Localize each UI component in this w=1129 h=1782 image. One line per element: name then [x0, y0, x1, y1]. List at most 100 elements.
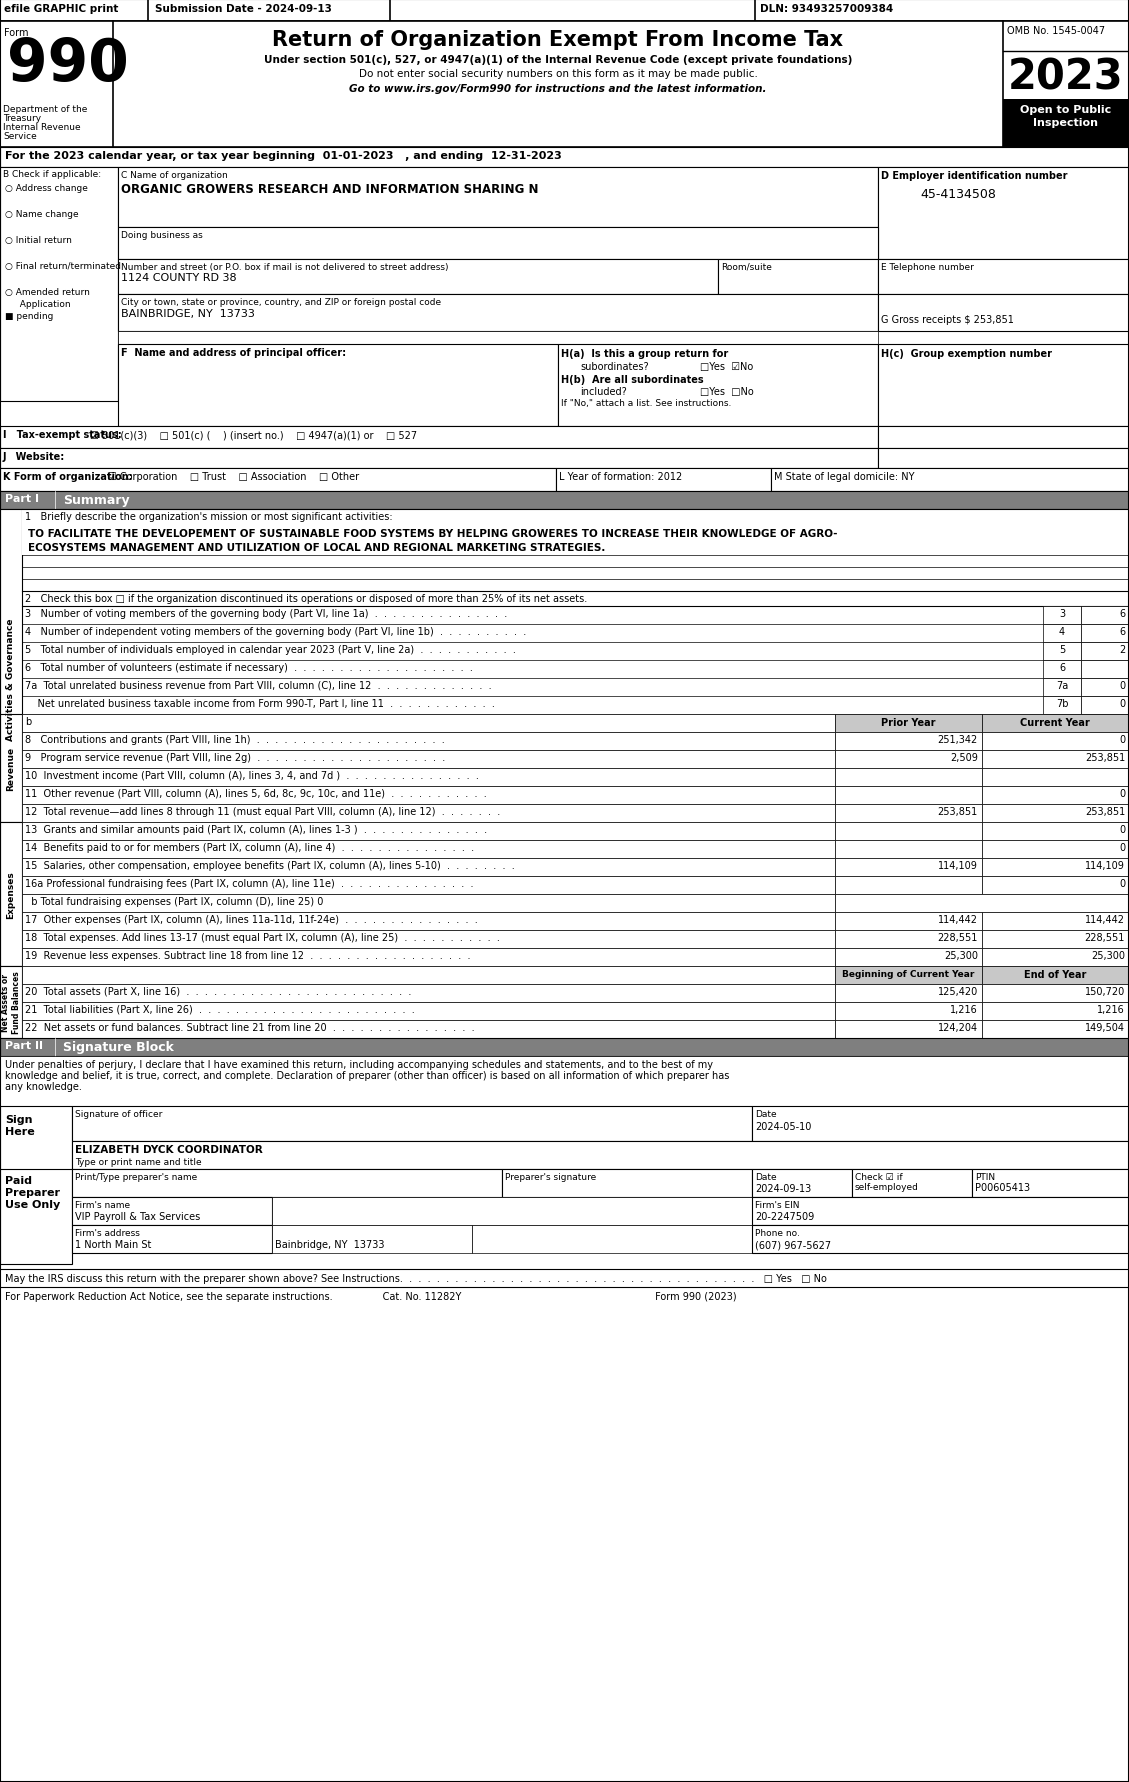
Bar [21, 930, 835, 948]
Text: Firm's name: Firm's name [75, 1201, 130, 1210]
Bar [21, 732, 835, 750]
Bar [21, 912, 835, 930]
Text: Use Only: Use Only [5, 1199, 60, 1210]
Bar [0, 715, 21, 823]
Bar [982, 984, 1129, 1003]
Text: 21  Total liabilities (Part X, line 26)  .  .  .  .  .  .  .  .  .  .  .  .  .  : 21 Total liabilities (Part X, line 26) .… [25, 1005, 414, 1014]
Text: Part II: Part II [5, 1041, 43, 1050]
Text: Part I: Part I [5, 494, 40, 504]
Bar [119, 260, 718, 294]
Bar [21, 527, 1129, 542]
Bar [835, 841, 982, 859]
Text: Signature of officer: Signature of officer [75, 1110, 163, 1119]
Text: 3: 3 [1059, 609, 1065, 618]
Text: 25,300: 25,300 [944, 950, 978, 960]
Text: 10  Investment income (Part VIII, column (A), lines 3, 4, and 7d )  .  .  .  .  : 10 Investment income (Part VIII, column … [25, 770, 479, 781]
Text: For Paperwork Reduction Act Notice, see the separate instructions.              : For Paperwork Reduction Act Notice, see … [5, 1292, 736, 1301]
Text: Return of Organization Exempt From Income Tax: Return of Organization Exempt From Incom… [272, 30, 843, 50]
Bar [1080, 661, 1129, 679]
Bar [0, 1057, 1129, 1107]
Text: Department of the: Department of the [3, 105, 87, 114]
Text: Type or print name and title: Type or print name and title [75, 1157, 202, 1167]
Bar [878, 426, 1129, 449]
Text: Open to Public: Open to Public [1021, 105, 1112, 114]
Text: 4: 4 [1059, 627, 1065, 636]
Text: ECOSYSTEMS MANAGEMENT AND UTILIZATION OF LOCAL AND REGIONAL MARKETING STRATEGIES: ECOSYSTEMS MANAGEMENT AND UTILIZATION OF… [28, 544, 605, 552]
Bar [472, 1226, 752, 1253]
Text: 990: 990 [7, 36, 129, 93]
Bar [21, 966, 835, 984]
Bar [72, 1198, 272, 1226]
Text: Doing business as: Doing business as [121, 232, 203, 241]
Bar [835, 948, 982, 966]
Text: 6: 6 [1119, 609, 1124, 618]
Text: Application: Application [14, 299, 71, 308]
Bar [555, 469, 771, 492]
Text: 18  Total expenses. Add lines 13-17 (must equal Part IX, column (A), line 25)  .: 18 Total expenses. Add lines 13-17 (must… [25, 932, 500, 943]
Bar [752, 1169, 852, 1198]
Text: B Check if applicable:: B Check if applicable: [3, 169, 102, 178]
Text: Firm's EIN: Firm's EIN [755, 1201, 799, 1210]
Text: H(a)  Is this a group return for: H(a) Is this a group return for [561, 349, 728, 358]
Bar [0, 21, 1129, 148]
Text: VIP Payroll & Tax Services: VIP Payroll & Tax Services [75, 1212, 200, 1221]
Text: Under section 501(c), 527, or 4947(a)(1) of the Internal Revenue Code (except pr: Under section 501(c), 527, or 4947(a)(1)… [264, 55, 852, 64]
Text: Treasury: Treasury [3, 114, 41, 123]
Bar [982, 948, 1129, 966]
Bar [1043, 661, 1080, 679]
Text: 3   Number of voting members of the governing body (Part VI, line 1a)  .  .  .  : 3 Number of voting members of the govern… [25, 609, 507, 618]
Text: Check ☑ if: Check ☑ if [855, 1173, 902, 1181]
Text: I   Tax-exempt status:: I Tax-exempt status: [3, 429, 122, 440]
Text: any knowledge.: any knowledge. [5, 1082, 82, 1091]
Text: G Gross receipts $ 253,851: G Gross receipts $ 253,851 [881, 315, 1014, 324]
Text: Internal Revenue: Internal Revenue [3, 123, 80, 132]
Bar [878, 260, 1129, 294]
Text: 16a Professional fundraising fees (Part IX, column (A), line 11e)  .  .  .  .  .: 16a Professional fundraising fees (Part … [25, 879, 473, 889]
Bar [972, 1169, 1129, 1198]
Text: 6: 6 [1119, 627, 1124, 636]
Text: 25,300: 25,300 [1091, 950, 1124, 960]
Bar [852, 1169, 972, 1198]
Text: F  Name and address of principal officer:: F Name and address of principal officer: [121, 347, 347, 358]
Text: self-employed: self-employed [855, 1181, 919, 1192]
Bar [718, 260, 878, 294]
Text: included?: included? [580, 387, 627, 397]
Text: 125,420: 125,420 [938, 987, 978, 996]
Text: 11  Other revenue (Part VIII, column (A), lines 5, 6d, 8c, 9c, 10c, and 11e)  . : 11 Other revenue (Part VIII, column (A),… [25, 789, 487, 798]
Bar [119, 331, 878, 344]
Text: 7a  Total unrelated business revenue from Part VIII, column (C), line 12  .  .  : 7a Total unrelated business revenue from… [25, 681, 491, 691]
Text: b: b [25, 716, 32, 727]
Text: □Yes  ☑No: □Yes ☑No [700, 362, 753, 372]
Text: Signature Block: Signature Block [63, 1041, 174, 1053]
Text: 0: 0 [1119, 879, 1124, 889]
Text: ○ Initial return: ○ Initial return [5, 235, 72, 244]
Text: subordinates?: subordinates? [580, 362, 649, 372]
Bar [21, 841, 835, 859]
Text: Current Year: Current Year [1021, 718, 1089, 727]
Bar [21, 1003, 835, 1021]
Text: 114,442: 114,442 [1085, 914, 1124, 925]
Text: Preparer: Preparer [5, 1187, 60, 1198]
Bar [21, 715, 835, 732]
Text: knowledge and belief, it is true, correct, and complete. Declaration of preparer: knowledge and belief, it is true, correc… [5, 1071, 729, 1080]
Bar [878, 449, 1129, 469]
Text: End of Year: End of Year [1024, 969, 1086, 980]
Bar [752, 1107, 1129, 1140]
Bar [835, 859, 982, 877]
Text: 9   Program service revenue (Part VIII, line 2g)  .  .  .  .  .  .  .  .  .  .  : 9 Program service revenue (Part VIII, li… [25, 752, 445, 763]
Bar [982, 804, 1129, 823]
Text: 114,442: 114,442 [938, 914, 978, 925]
Bar [1043, 625, 1080, 643]
Bar [72, 1169, 502, 1198]
Text: Print/Type preparer's name: Print/Type preparer's name [75, 1173, 198, 1181]
Text: 5   Total number of individuals employed in calendar year 2023 (Part V, line 2a): 5 Total number of individuals employed i… [25, 645, 516, 654]
Bar [835, 930, 982, 948]
Bar [21, 823, 835, 841]
Text: 253,851: 253,851 [1085, 752, 1124, 763]
Text: Date: Date [755, 1110, 777, 1119]
Text: ORGANIC GROWERS RESEARCH AND INFORMATION SHARING N: ORGANIC GROWERS RESEARCH AND INFORMATION… [121, 184, 539, 196]
Text: ○ Amended return: ○ Amended return [5, 289, 90, 298]
Bar [878, 344, 1129, 426]
Text: Room/suite: Room/suite [721, 264, 772, 273]
Bar [1080, 606, 1129, 625]
